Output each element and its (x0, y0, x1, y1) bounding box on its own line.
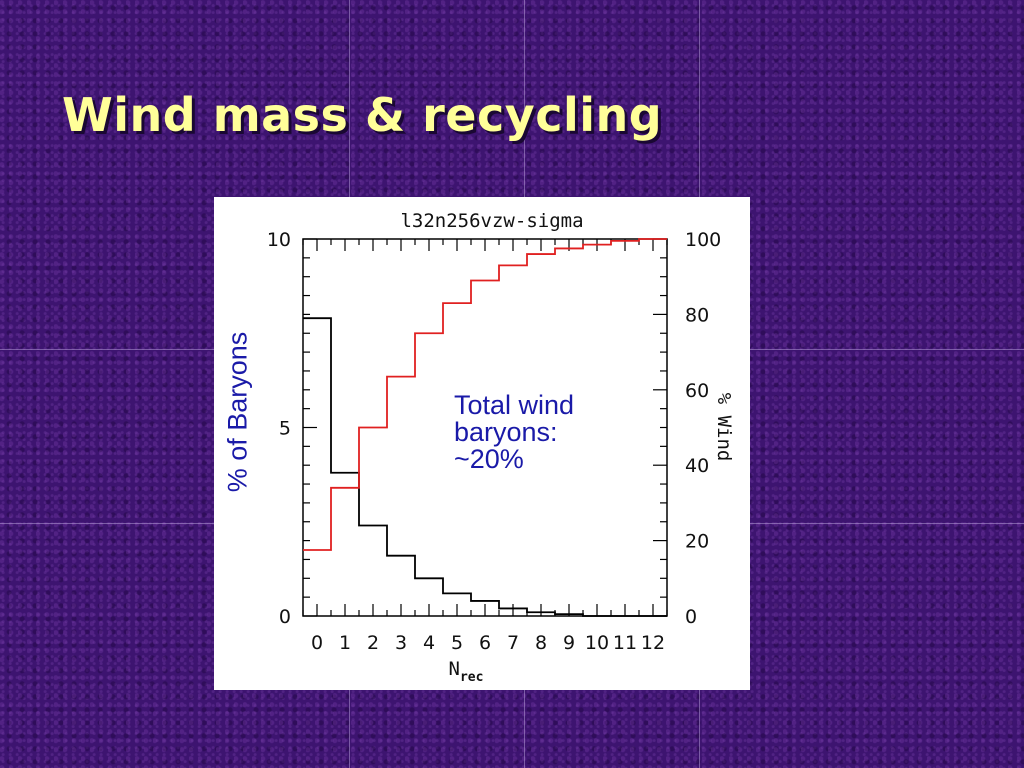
y-right-tick-label: 60 (685, 380, 709, 402)
x-tick-label: 4 (423, 632, 435, 654)
y-right-tick-label: 80 (685, 304, 709, 326)
x-tick-label: 2 (367, 632, 379, 654)
y-axis-right-title: % Wind (713, 393, 735, 462)
chart-panel: l32n256vzw-sigma 0 1 2 3 4 5 6 7 8 9 10 11 12 0 5 10 0 20… (214, 197, 750, 690)
y-axis-left-title: % of Baryons (222, 331, 253, 493)
y-right-tick-label: 100 (685, 229, 721, 251)
x-tick-label: 10 (585, 632, 609, 654)
y-right-tick-label: 40 (685, 455, 709, 477)
annotation: Total wind baryons: ~20% (454, 392, 644, 473)
x-tick-label: 0 (311, 632, 323, 654)
x-tick-label: 1 (339, 632, 351, 654)
x-axis-title-main: N (449, 658, 460, 680)
x-tick-label: 6 (479, 632, 491, 654)
series-wind-cumulative-step (303, 238, 667, 551)
chart: l32n256vzw-sigma 0 1 2 3 4 5 6 7 8 9 10 11 120510020… (267, 210, 735, 685)
slide-title: Wind mass & recycling (62, 88, 663, 142)
x-tick-label: 5 (451, 632, 463, 654)
x-tick-label: 7 (507, 632, 519, 654)
series-baryon-fraction-step (303, 317, 667, 617)
x-axis-title-sub: rec (460, 670, 483, 685)
y-left-tick-label: 0 (279, 606, 291, 628)
annotation-line: Total wind (454, 390, 575, 420)
y-right-tick-label: 20 (685, 531, 709, 553)
annotation-line: baryons: (454, 417, 558, 447)
y-right-tick-label: 0 (685, 606, 697, 628)
x-tick-label: 12 (641, 632, 665, 654)
y-left-tick-label: 10 (267, 229, 291, 251)
x-tick-label: 11 (613, 632, 637, 654)
chart-title: l32n256vzw-sigma (400, 210, 583, 232)
y-left-tick-label: 5 (279, 418, 291, 440)
annotation-line: ~20% (454, 444, 524, 474)
x-tick-label: 9 (563, 632, 575, 654)
series-layer (303, 238, 667, 617)
x-tick-label: 8 (535, 632, 547, 654)
x-tick-label: 3 (395, 632, 407, 654)
x-axis-title: Nrec (449, 658, 484, 685)
